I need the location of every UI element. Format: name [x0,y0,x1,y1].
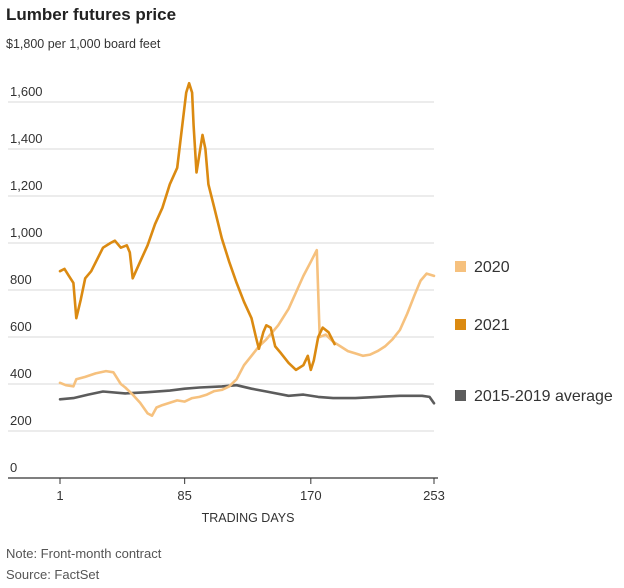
y-tick-label: 400 [10,366,32,381]
y-tick-label: 600 [10,319,32,334]
chart-source: Source: FactSet [6,567,100,582]
series-line-0 [58,383,436,405]
legend: 2020 2021 2015-2019 average [455,259,613,405]
y-tick-label: 800 [10,272,32,287]
legend-label: 2020 [474,259,510,276]
y-tick-label: 1,200 [10,178,43,193]
series-lines [58,81,436,417]
y-tick-label: 1,600 [10,84,43,99]
x-tick-label: 253 [423,488,445,503]
x-axis-title: TRADING DAYS [202,511,295,525]
unit-label: $1,800 per 1,000 board feet [6,37,161,51]
line-chart: 0 200 400 600 800 1,000 1,200 1,400 1,600 1 85 170… [8,81,613,525]
legend-swatch [455,390,466,401]
y-tick-label: 1,400 [10,131,43,146]
gridlines [8,101,434,432]
legend-label: 2021 [474,317,510,334]
y-tick-label: 0 [10,460,17,475]
legend-swatch [455,261,466,272]
x-axis: 1 85 170 253 [8,477,445,503]
series-line-1 [58,248,436,417]
y-tick-label: 200 [10,413,32,428]
y-tick-labels: 0 200 400 600 800 1,000 1,200 1,400 1,600 [10,84,43,475]
x-tick-label: 170 [300,488,322,503]
chart-note: Note: Front-month contract [6,546,162,561]
y-tick-label: 1,000 [10,225,43,240]
legend-swatch [455,319,466,330]
series-line-2 [58,81,336,372]
chart-title: Lumber futures price [6,5,177,24]
legend-label: 2015-2019 average [474,388,613,405]
x-tick-label: 85 [177,488,191,503]
x-tick-label: 1 [56,488,63,503]
